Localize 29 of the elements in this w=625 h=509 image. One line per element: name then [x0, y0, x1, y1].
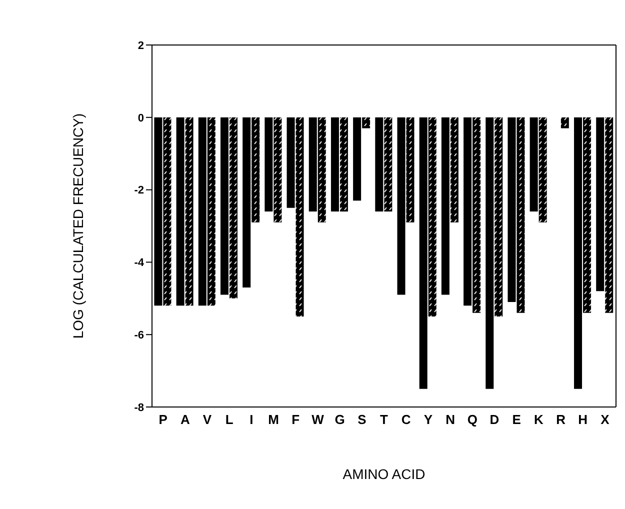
- y-tick-label: 2: [138, 40, 144, 52]
- x-tick-label: S: [358, 412, 367, 428]
- y-tick-label: -2: [134, 184, 144, 197]
- x-tick-label: T: [380, 412, 388, 428]
- x-axis-title: AMINO ACID: [342, 466, 426, 482]
- x-tick-label: W: [312, 412, 325, 428]
- x-tick-label: D: [490, 412, 500, 428]
- x-tick-label: P: [158, 412, 168, 428]
- x-tick-label: C: [401, 412, 412, 428]
- y-axis-title: LOG (CALCULATED FRECUENCY): [70, 113, 86, 339]
- x-tick-label: F: [292, 412, 300, 428]
- x-tick-label: E: [512, 412, 522, 428]
- x-tick-label: A: [180, 412, 190, 428]
- y-tick-label: -4: [134, 257, 145, 270]
- x-tick-label: M: [268, 412, 279, 428]
- y-tick-label: -8: [134, 402, 144, 414]
- x-tick-label: Q: [467, 412, 478, 428]
- x-tick-label: V: [202, 412, 212, 428]
- x-tick-label: Y: [424, 412, 433, 428]
- x-tick-label: N: [446, 412, 455, 428]
- x-tick-label: R: [556, 412, 566, 428]
- x-tick-label: K: [534, 412, 544, 428]
- x-tick-label: G: [334, 412, 345, 428]
- x-tick-label: H: [578, 412, 588, 428]
- x-tick-label: I: [250, 412, 254, 428]
- y-tick-label: 0: [138, 112, 144, 124]
- y-tick-label: -6: [134, 330, 144, 342]
- x-tick-label: L: [225, 412, 234, 428]
- x-tick-label: X: [600, 412, 610, 428]
